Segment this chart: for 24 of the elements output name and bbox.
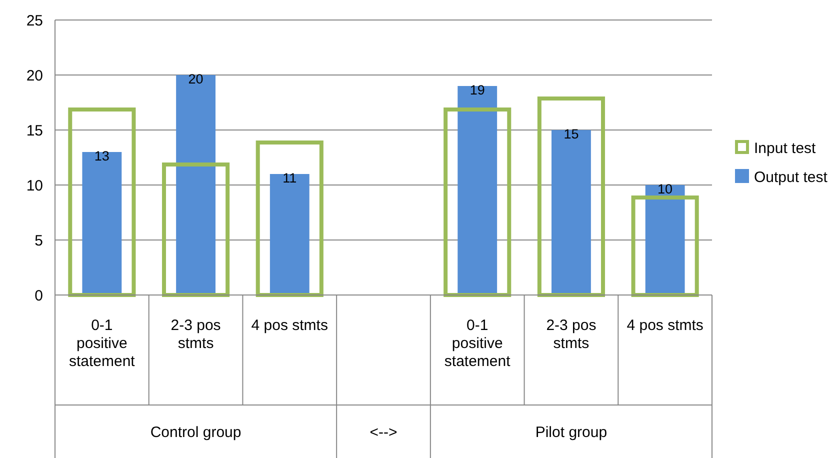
- y-tick-label: 5: [34, 232, 43, 250]
- bar: [82, 152, 122, 295]
- data-label: 15: [564, 126, 579, 142]
- x-tick-label: 2-3 pos stmts: [170, 317, 221, 352]
- x-tick-label: 0-1 positive statement: [444, 317, 512, 370]
- data-label: 11: [282, 170, 297, 186]
- data-label: 20: [188, 72, 204, 86]
- y-tick-label: 10: [26, 177, 43, 194]
- text: <-->: [370, 424, 398, 441]
- y-tick-label: 20: [26, 67, 43, 84]
- text: Control group: [150, 424, 242, 441]
- data-label: 10: [658, 182, 673, 196]
- legend-label: Input test: [754, 140, 817, 157]
- y-tick-label: 0: [34, 287, 43, 304]
- x-tick-label: 2-3 pos stmts: [546, 317, 596, 352]
- x-tick-label: 4 pos stmts: [626, 317, 704, 334]
- data-label: 13: [94, 148, 110, 164]
- text: Pilot group: [535, 424, 608, 441]
- y-tick-label: 15: [26, 122, 43, 140]
- x-tick-label: 4 pos stmts: [251, 317, 328, 334]
- x-tick-label: 0-1 positive statement: [68, 317, 136, 370]
- data-label: 19: [470, 82, 485, 98]
- legend-label: Output test: [754, 168, 828, 186]
- y-tick-label: 25: [26, 12, 43, 30]
